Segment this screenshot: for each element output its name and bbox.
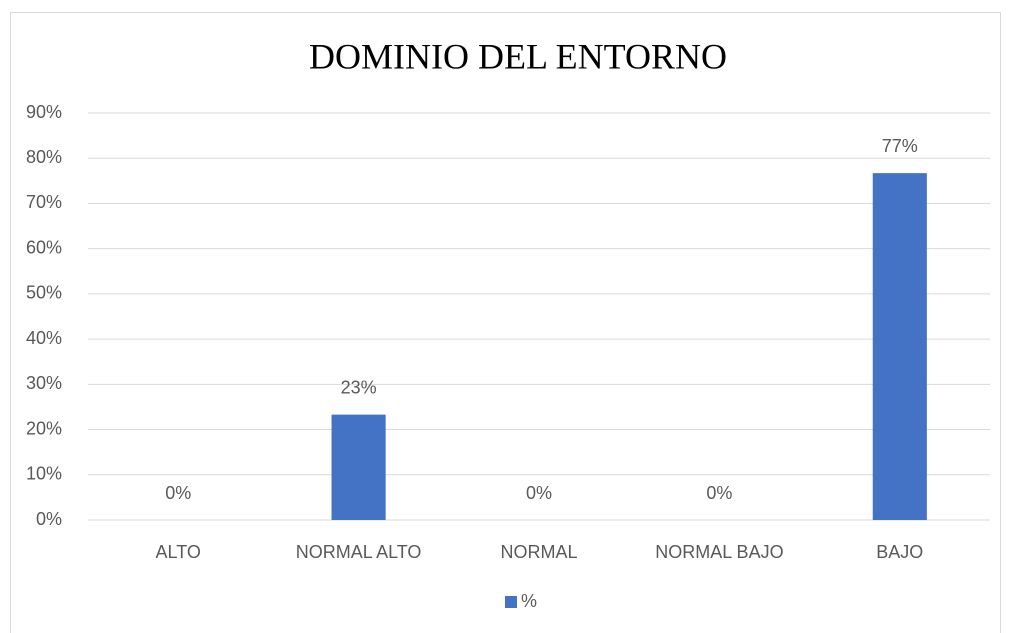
x-tick-label: BAJO <box>876 542 923 562</box>
legend-swatch <box>505 596 517 608</box>
y-tick-label: 90% <box>26 102 62 122</box>
y-tick-label: 20% <box>26 418 62 438</box>
data-label: 23% <box>341 377 377 397</box>
x-tick-label: ALTO <box>156 542 201 562</box>
y-tick-label: 30% <box>26 373 62 393</box>
bar <box>872 173 927 520</box>
chart-frame <box>10 12 1001 633</box>
data-label: 0% <box>706 483 732 503</box>
data-label: 0% <box>165 483 191 503</box>
y-tick-label: 50% <box>26 283 62 303</box>
y-tick-label: 0% <box>36 509 62 529</box>
x-tick-label: NORMAL BAJO <box>655 542 783 562</box>
data-label: 77% <box>882 136 918 156</box>
legend-label: % <box>521 591 537 611</box>
y-tick-label: 10% <box>26 464 62 484</box>
chart-title: DOMINIO DEL ENTORNO <box>309 36 727 76</box>
y-tick-label: 70% <box>26 192 62 212</box>
x-tick-label: NORMAL ALTO <box>296 542 422 562</box>
data-label: 0% <box>526 483 552 503</box>
y-tick-label: 40% <box>26 328 62 348</box>
y-tick-label: 80% <box>26 147 62 167</box>
x-tick-label: NORMAL <box>500 542 577 562</box>
y-tick-label: 60% <box>26 237 62 257</box>
bar <box>331 414 386 520</box>
